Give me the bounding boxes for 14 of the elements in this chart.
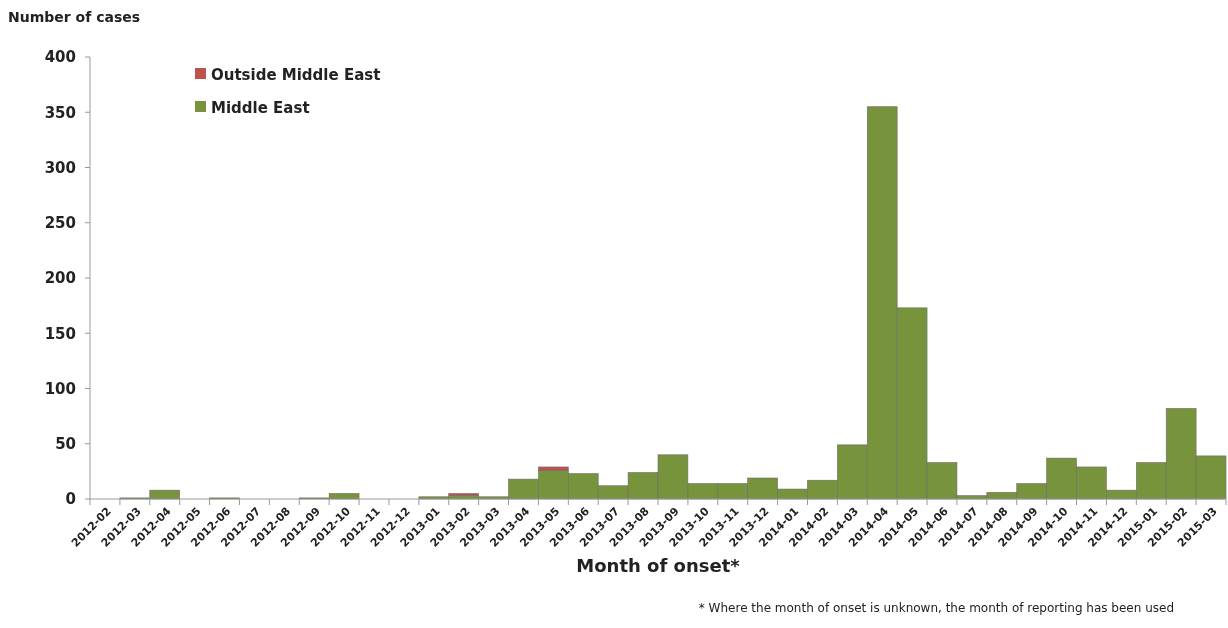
y-tick-label: 400 bbox=[44, 48, 76, 67]
x-axis-title: Month of onset* bbox=[576, 555, 741, 576]
y-tick-label: 100 bbox=[44, 379, 76, 398]
y-tick-label: 0 bbox=[65, 490, 76, 509]
y-tick-label: 250 bbox=[44, 214, 76, 232]
y-tick-label: 50 bbox=[55, 435, 76, 453]
legend-label: Outside Middle East bbox=[211, 66, 381, 85]
text: * Where the month of onset is unknown, the month of reporting has been used bbox=[698, 601, 1174, 615]
y-tick-label: 300 bbox=[44, 158, 76, 177]
y-tick-label: 200 bbox=[44, 269, 76, 288]
y-axis-title: Number of cases bbox=[8, 9, 141, 25]
legend-label: Middle East bbox=[211, 99, 310, 118]
y-tick-label: 150 bbox=[44, 324, 76, 343]
y-tick-label: 350 bbox=[44, 103, 76, 122]
